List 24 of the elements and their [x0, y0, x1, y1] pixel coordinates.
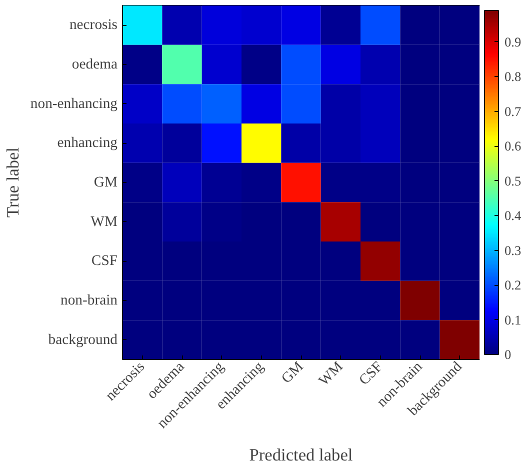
y-tick-label: GM	[94, 174, 118, 190]
y-tick-label: CSF	[91, 253, 118, 270]
y-tick-label: enhancing	[57, 135, 118, 152]
y-tick-label: oedema	[72, 56, 118, 72]
y-tick-label: non-brain	[60, 292, 118, 308]
x-tick-label: CSF	[356, 358, 386, 389]
y-tick-label: background	[48, 332, 118, 348]
color-bar-label: 0.1	[504, 312, 522, 328]
color-bar-label: 0.8	[504, 69, 522, 84]
color-bar-label: 0.7	[504, 104, 522, 119]
color-bar-label: 0.9	[504, 34, 522, 50]
color-bar-label: 0.4	[504, 208, 522, 224]
y-tick-label: necrosis	[69, 17, 118, 34]
x-axis-title: Predicted label	[249, 445, 353, 464]
y-tick-label: non-enhancing	[30, 96, 118, 112]
x-tick-label: WM	[316, 358, 346, 390]
color-bar-label: 0.6	[504, 138, 522, 154]
color-bar-label: 0.5	[504, 173, 522, 188]
color-bar-label: 0	[504, 347, 512, 362]
x-tick-label: GM	[278, 358, 307, 387]
color-bar-label: 0.2	[504, 278, 522, 293]
y-tick-label: WM	[90, 214, 118, 230]
y-axis-title: True label	[3, 147, 22, 218]
color-bar-label: 0.3	[504, 242, 522, 258]
